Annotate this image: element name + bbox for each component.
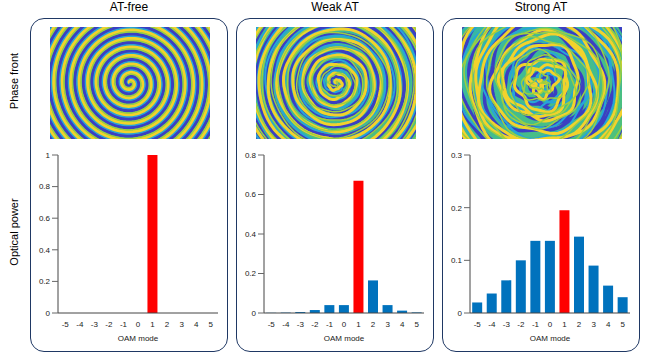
svg-text:0.2: 0.2 xyxy=(451,204,463,213)
svg-text:0.6: 0.6 xyxy=(39,214,51,223)
html-text:Strong AT: Strong AT xyxy=(514,0,568,14)
svg-text:OAM mode: OAM mode xyxy=(118,334,159,343)
svg-text:3: 3 xyxy=(385,320,390,329)
svg-text:-5: -5 xyxy=(474,320,482,329)
svg-text:0.8: 0.8 xyxy=(245,151,257,160)
svg-text:2: 2 xyxy=(165,320,170,329)
svg-text:-4: -4 xyxy=(76,320,84,329)
html-text:Optical power: Optical power xyxy=(8,198,20,266)
svg-text:-1: -1 xyxy=(120,320,128,329)
svg-text:-1: -1 xyxy=(532,320,540,329)
svg-text:0.1: 0.1 xyxy=(451,256,463,265)
svg-text:5: 5 xyxy=(415,320,420,329)
svg-text:0: 0 xyxy=(252,309,257,318)
svg-text:-4: -4 xyxy=(282,320,290,329)
html-text:Weak AT: Weak AT xyxy=(311,0,359,14)
svg-text:0.2: 0.2 xyxy=(39,277,51,286)
html-text:Phase front: Phase front xyxy=(8,52,20,110)
svg-text:0: 0 xyxy=(46,309,51,318)
svg-text:-2: -2 xyxy=(311,320,319,329)
svg-text:-3: -3 xyxy=(91,320,99,329)
svg-text:3: 3 xyxy=(179,320,184,329)
svg-text:0: 0 xyxy=(458,309,463,318)
svg-text:1: 1 xyxy=(150,320,155,329)
svg-text:-4: -4 xyxy=(488,320,496,329)
svg-text:-3: -3 xyxy=(297,320,305,329)
html-text:AT-free: AT-free xyxy=(109,0,149,14)
svg-text:-2: -2 xyxy=(517,320,525,329)
svg-text:1: 1 xyxy=(356,320,361,329)
svg-text:0.4: 0.4 xyxy=(39,246,51,255)
svg-text:0.3: 0.3 xyxy=(451,151,463,160)
svg-text:1: 1 xyxy=(46,151,51,160)
svg-text:3: 3 xyxy=(591,320,596,329)
svg-text:0: 0 xyxy=(342,320,347,329)
svg-text:-5: -5 xyxy=(268,320,276,329)
svg-text:1: 1 xyxy=(562,320,567,329)
svg-text:0.8: 0.8 xyxy=(39,182,51,191)
svg-text:-1: -1 xyxy=(326,320,334,329)
svg-text:0: 0 xyxy=(548,320,553,329)
svg-text:5: 5 xyxy=(209,320,214,329)
svg-text:0.2: 0.2 xyxy=(245,269,257,278)
svg-text:0: 0 xyxy=(136,320,141,329)
svg-text:4: 4 xyxy=(400,320,405,329)
svg-text:-2: -2 xyxy=(105,320,113,329)
svg-text:OAM mode: OAM mode xyxy=(324,334,365,343)
svg-text:OAM mode: OAM mode xyxy=(530,334,571,343)
svg-text:2: 2 xyxy=(371,320,376,329)
svg-text:-5: -5 xyxy=(62,320,70,329)
svg-text:-3: -3 xyxy=(503,320,511,329)
svg-text:5: 5 xyxy=(621,320,626,329)
svg-text:4: 4 xyxy=(194,320,199,329)
svg-text:4: 4 xyxy=(606,320,611,329)
svg-text:2: 2 xyxy=(577,320,582,329)
svg-text:0.4: 0.4 xyxy=(245,230,257,239)
svg-text:0.6: 0.6 xyxy=(245,190,257,199)
